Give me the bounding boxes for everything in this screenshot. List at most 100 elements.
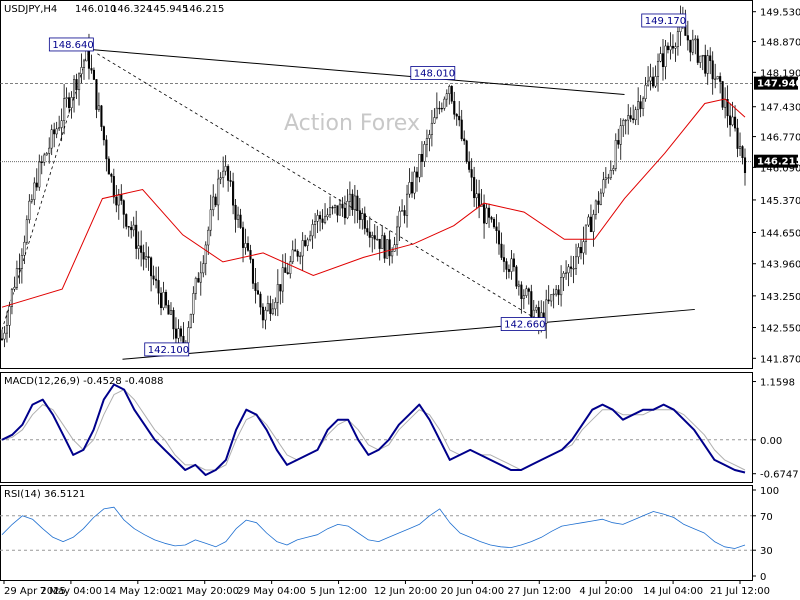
annotation-label: 142.100: [148, 345, 189, 356]
candle-body: [589, 216, 592, 232]
candle-body: [323, 216, 327, 223]
candle-body: [736, 127, 739, 149]
x-tick-label: 29 Apr 2025: [4, 586, 66, 597]
candle-body: [132, 224, 135, 231]
watermark: Action Forex: [284, 111, 420, 136]
candle-body: [443, 98, 446, 109]
candle-body: [666, 45, 670, 51]
candle-body: [396, 226, 399, 245]
candle-body: [70, 97, 73, 109]
candle-body: [279, 284, 282, 292]
candle-body: [468, 161, 471, 170]
candle-body: [368, 231, 371, 238]
candle-body: [40, 161, 43, 164]
candle-body: [25, 219, 28, 243]
candle-body: [179, 328, 182, 337]
candle-body: [239, 214, 242, 228]
candle-body: [654, 76, 657, 87]
candle-body: [535, 307, 538, 311]
x-tick-label: 21 May 20:00: [170, 586, 239, 597]
candle-body: [256, 290, 259, 295]
candle-body: [562, 272, 565, 278]
ohlc-high: 146.324: [111, 4, 152, 15]
main-panel-frame: [0, 0, 753, 369]
candle-body: [348, 193, 351, 202]
candle-body: [609, 170, 612, 179]
candle-body: [734, 116, 737, 129]
candle-body: [254, 283, 257, 291]
candle-body: [699, 55, 702, 63]
candle-body: [560, 277, 563, 296]
macd-tick-label: 0.00: [760, 436, 782, 447]
candle-body: [137, 245, 140, 249]
candle-body: [415, 171, 419, 178]
candle-body: [525, 288, 528, 296]
candle-body: [731, 116, 734, 126]
candle-body: [450, 86, 453, 102]
candle-body: [721, 81, 724, 108]
candle-body: [386, 239, 389, 259]
candle-body: [157, 280, 160, 294]
candle-body: [686, 35, 689, 41]
candle-body: [45, 153, 48, 156]
candle-body: [92, 69, 95, 80]
candle-body: [642, 98, 645, 109]
candle-body: [388, 239, 391, 257]
candle-body: [107, 158, 110, 175]
candle-body: [401, 210, 404, 212]
candle-body: [612, 168, 615, 171]
candle-body: [510, 258, 513, 272]
annotation-box: [641, 13, 687, 28]
candle-body: [296, 250, 299, 257]
candle-body: [167, 304, 170, 315]
candle-body: [217, 178, 220, 206]
candle-body: [43, 154, 46, 163]
candle-body: [23, 241, 26, 256]
annotation-label: 149.170: [645, 16, 686, 27]
candle-body: [48, 147, 51, 154]
candle-body: [356, 195, 359, 211]
candle-body: [343, 207, 346, 219]
candle-body: [492, 219, 496, 228]
candle-body: [671, 45, 674, 49]
candle-body: [410, 182, 414, 194]
candle-body: [294, 249, 297, 252]
candle-body: [505, 261, 508, 270]
candle-body: [333, 205, 337, 208]
candle-body: [532, 309, 535, 318]
candle-body: [604, 177, 607, 180]
candle-body: [371, 235, 374, 238]
candle-body: [338, 203, 342, 216]
candle-body: [413, 171, 416, 194]
candle-body: [694, 38, 697, 41]
candle-body: [689, 39, 692, 53]
candle-body: [701, 55, 704, 57]
candle-body: [194, 278, 197, 294]
candle-body: [716, 76, 719, 80]
annotation-label: 148.010: [414, 68, 455, 79]
candle-body: [341, 203, 344, 209]
y-tick-label: 143.960: [760, 260, 800, 271]
candle-body: [3, 332, 6, 340]
candle-body: [741, 146, 744, 158]
symbol-label: USDJPY,H4: [4, 4, 57, 15]
candle-body: [550, 294, 553, 302]
candle-body: [398, 210, 401, 228]
candle-body: [361, 213, 364, 220]
rsi-title: RSI(14) 36.5121: [4, 489, 85, 500]
y-tick-label: 143.250: [760, 292, 800, 303]
candle-body: [527, 288, 530, 292]
candle-body: [547, 299, 550, 302]
candle-body: [0, 338, 4, 340]
trendline: [97, 53, 540, 322]
macd-title: MACD(12,26,9) -0.4528 -0.4088: [4, 376, 164, 387]
candle-body: [448, 86, 451, 94]
x-tick-label: 20 Jun 04:00: [441, 586, 505, 597]
candle-body: [130, 226, 133, 231]
candle-body: [18, 268, 21, 270]
candle-body: [632, 118, 635, 121]
candle-body: [522, 295, 525, 299]
candle-body: [622, 120, 625, 126]
candle-body: [433, 117, 436, 124]
